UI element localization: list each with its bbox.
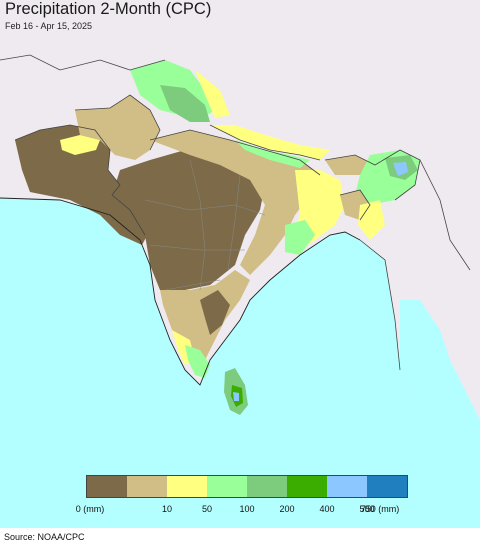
arabian-sea: [0, 198, 480, 528]
kashmir-wet: [160, 85, 210, 122]
map-title: Precipitation 2-Month (CPC): [5, 0, 212, 18]
legend-label: 50: [201, 504, 213, 514]
state-borders: [144, 159, 266, 291]
legend-label: 500: [359, 504, 375, 514]
legend-swatch: [327, 476, 367, 497]
legend-swatch: [287, 476, 327, 497]
legend-color-bar: [86, 475, 408, 498]
myanmar-border-yellow: [358, 200, 385, 240]
legend-label: 100: [239, 504, 255, 514]
andaman-sea: [400, 300, 480, 470]
legend-label: 750 (mm): [360, 504, 400, 514]
legend-swatch: [127, 476, 167, 497]
legend-swatch: [207, 476, 247, 497]
kerala-green: [185, 345, 210, 378]
legend-swatch: [367, 476, 407, 497]
legend-label: 400: [319, 504, 335, 514]
coastline: [0, 197, 361, 386]
pakistan-yellow-edge: [60, 135, 100, 155]
india-central-dry: [112, 150, 265, 290]
source-credit: Source: NOAA/CPC: [4, 532, 85, 542]
pakistan-dry: [15, 125, 150, 245]
pakistan-north-tan: [75, 95, 160, 160]
map-frame: [0, 0, 480, 528]
precipitation-map: [0, 54, 480, 528]
india-north-tan: [150, 130, 320, 275]
legend-label: 10: [161, 504, 173, 514]
legend-swatch: [87, 476, 127, 497]
legend-swatch: [167, 476, 207, 497]
legend-label: 0 (mm): [75, 504, 105, 514]
sri-lanka-blue: [233, 392, 239, 401]
country-borders: [0, 54, 471, 371]
kashmir-yellow: [195, 70, 230, 118]
himalaya-foothills: [210, 125, 330, 160]
legend-label: 200: [279, 504, 295, 514]
india-east-green: [285, 220, 315, 255]
legend-swatch: [247, 476, 287, 497]
map-date-range: Feb 16 - Apr 15, 2025: [5, 21, 93, 31]
northeast-very-wet: [393, 162, 408, 176]
india-south-dry: [200, 290, 230, 335]
